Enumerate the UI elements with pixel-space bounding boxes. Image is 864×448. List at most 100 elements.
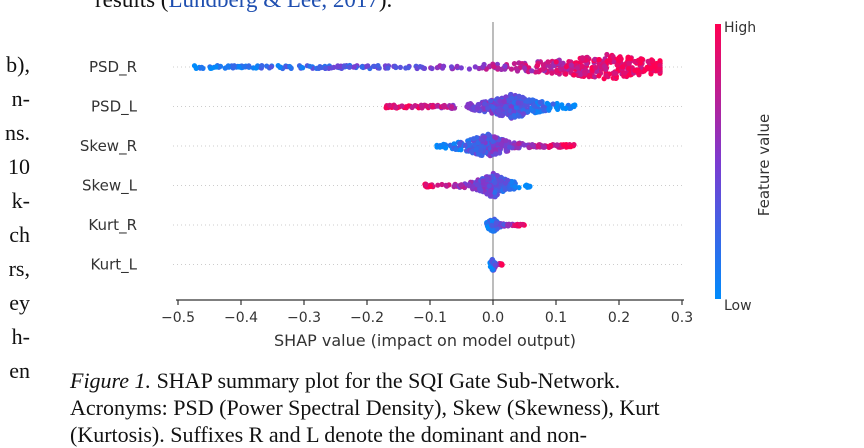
shap-point: [322, 65, 328, 71]
shap-point: [236, 64, 242, 70]
shap-point: [427, 183, 434, 189]
shap-point: [458, 147, 464, 153]
shap-point: [430, 104, 436, 110]
feature-labels: PSD_R PSD_L Skew_R Skew_L Kurt_R Kurt_L: [80, 58, 138, 275]
shap-point: [208, 65, 214, 71]
x-axis: −0.5 −0.4 −0.3 −0.2 −0.1 0.0 0.1 0.2 0.3: [161, 299, 693, 326]
shap-point: [509, 178, 515, 185]
shap-point: [563, 64, 570, 70]
shap-point: [452, 182, 458, 188]
shap-point: [604, 51, 610, 58]
colorbar-high-label: High: [724, 20, 756, 36]
shap-point: [359, 64, 365, 70]
shap-point: [498, 141, 505, 147]
shap-point: [644, 64, 650, 70]
shap-point: [657, 62, 663, 68]
shap-point: [480, 178, 486, 184]
shap-point: [473, 147, 479, 153]
shap-point: [417, 64, 423, 70]
shap-point: [287, 63, 293, 70]
x-tick-label: −0.1: [413, 310, 447, 326]
shap-point: [230, 65, 236, 71]
left-fragment: 10: [8, 154, 30, 179]
shap-point: [520, 94, 526, 100]
citation-link[interactable]: Lundberg & Lee, 2017: [168, 0, 378, 12]
shap-point: [490, 228, 496, 234]
colorbar-title: Feature value: [755, 114, 773, 216]
colorbar-low-label: Low: [724, 298, 752, 314]
shap-point: [508, 104, 514, 110]
shap-point: [648, 65, 654, 71]
shap-point: [423, 103, 429, 109]
x-axis-label: SHAP value (impact on model output): [274, 331, 576, 350]
shap-point: [399, 103, 405, 109]
shap-point: [387, 102, 393, 108]
shap-point: [492, 262, 498, 268]
shap-point: [507, 144, 513, 150]
shap-point: [423, 182, 429, 188]
shap-point: [544, 100, 550, 106]
shap-point: [554, 67, 560, 73]
left-fragment: ey: [9, 290, 30, 315]
shap-point: [579, 63, 585, 69]
shap-point: [493, 147, 499, 153]
x-tick-label: 0.0: [482, 310, 504, 326]
shap-point: [554, 142, 560, 148]
shap-point: [501, 221, 507, 228]
x-tick-label: −0.5: [161, 310, 195, 326]
shap-point: [568, 62, 574, 68]
caption-line-2: Acronyms: PSD (Power Spectral Density), …: [70, 395, 660, 420]
shap-point: [560, 142, 567, 148]
shap-point: [511, 109, 517, 115]
shap-point: [541, 144, 547, 150]
shap-point: [502, 63, 508, 69]
feature-label: Kurt_L: [90, 256, 137, 275]
shap-point: [515, 100, 521, 106]
shap-point: [526, 184, 532, 190]
shap-point: [592, 74, 598, 80]
shap-point: [554, 100, 560, 107]
shap-point: [466, 66, 472, 72]
text-fragment-top: results (Lundberg & Lee, 2017).: [95, 0, 392, 14]
shap-point: [277, 64, 283, 70]
shap-point: [200, 65, 206, 71]
shap-point: [586, 72, 593, 78]
shap-point: [560, 105, 566, 111]
colorbar: High Low Feature value: [715, 20, 773, 314]
colorbar-gradient: [715, 24, 721, 299]
shap-point: [439, 181, 445, 188]
figure-caption: Figure 1. SHAP summary plot for the SQI …: [70, 367, 860, 448]
shap-point: [531, 103, 537, 109]
shap-point: [499, 261, 505, 267]
feature-label: Skew_L: [82, 177, 138, 196]
shap-point: [618, 56, 624, 62]
shap-point: [625, 65, 632, 72]
shap-point: [437, 144, 443, 150]
shap-point: [632, 68, 638, 74]
left-fragment: b),: [6, 52, 30, 77]
shap-point: [571, 72, 577, 78]
shap-point: [550, 101, 556, 107]
shap-point: [625, 54, 631, 61]
shap-point: [508, 114, 514, 120]
caption-line-3: (Kurtosis). Suffixes R and L denote the …: [70, 422, 587, 447]
shap-point: [458, 182, 465, 188]
x-tick-label: 0.2: [608, 310, 630, 326]
shap-point: [486, 183, 492, 189]
shap-point: [241, 64, 247, 70]
shap-point: [522, 65, 528, 71]
shap-point: [558, 66, 564, 72]
shap-point: [560, 60, 566, 66]
shap-point: [467, 141, 473, 147]
caption-line-1: Figure 1. SHAP summary plot for the SQI …: [70, 367, 860, 394]
shap-point: [489, 222, 495, 229]
shap-point: [511, 61, 517, 67]
shap-point: [403, 65, 409, 71]
x-tick-label: −0.2: [350, 310, 384, 326]
shap-point: [246, 63, 252, 69]
x-tick-label: 0.3: [671, 310, 693, 326]
shap-point: [492, 151, 499, 157]
shap-point: [259, 63, 265, 69]
shap-point: [613, 70, 619, 77]
